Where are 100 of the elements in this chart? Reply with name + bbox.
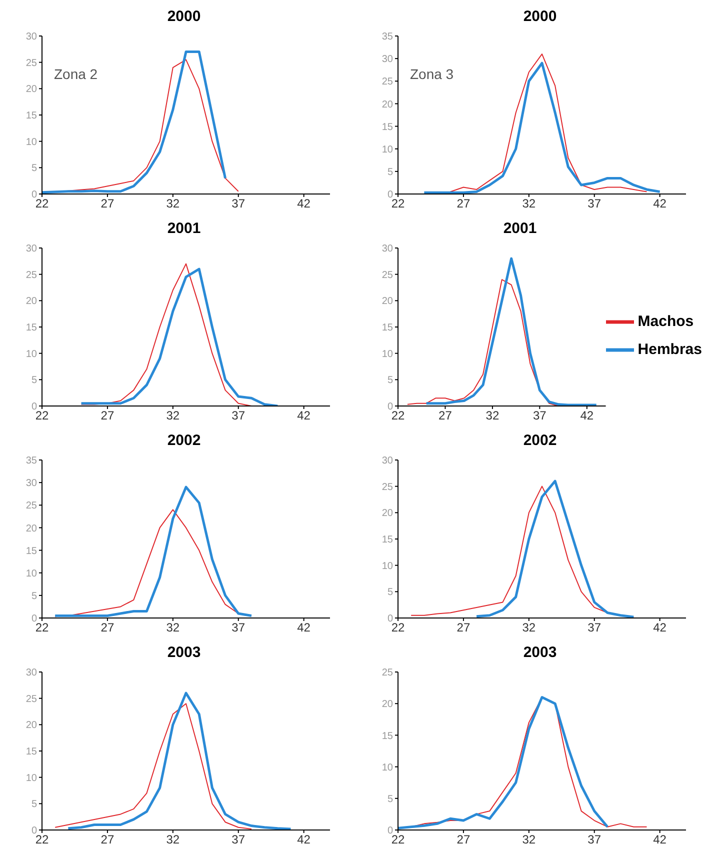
y-tick-label: 20: [26, 296, 38, 308]
y-tick-label: 10: [382, 560, 394, 572]
y-tick-label: 15: [26, 546, 38, 557]
y-tick-label: 0: [31, 190, 38, 201]
y-tick-label: 25: [26, 270, 38, 281]
y-tick-label: 15: [382, 322, 394, 334]
x-tick-label: 37: [588, 832, 602, 847]
y-tick-label: 20: [26, 523, 38, 534]
x-tick-label: 27: [456, 620, 470, 635]
x-tick-label: 42: [297, 832, 311, 847]
y-tick-label: 30: [26, 668, 38, 679]
x-tick-label: 22: [391, 408, 405, 423]
y-tick-label: 25: [382, 270, 394, 281]
y-tick-label: 20: [382, 296, 394, 308]
y-tick-label: 35: [26, 456, 38, 467]
x-tick-label: 27: [438, 408, 452, 423]
chart-title: 2002: [522, 432, 558, 451]
y-tick-label: 15: [382, 122, 394, 133]
y-tick-label: 30: [382, 54, 394, 66]
annotation: Zona 3: [410, 66, 454, 82]
x-tick-label: 22: [35, 620, 49, 635]
chart-title: 2003: [166, 644, 202, 663]
chart-title: 2001: [166, 220, 202, 239]
y-tick-label: 5: [387, 166, 394, 178]
line-series: [406, 279, 560, 406]
x-tick-label: 42: [297, 408, 311, 423]
x-tick-label: 22: [35, 196, 49, 211]
y-tick-label: 0: [31, 826, 38, 837]
x-tick-label: 27: [100, 408, 114, 423]
y-tick-label: 5: [31, 163, 38, 174]
y-tick-label: 0: [31, 402, 38, 413]
y-tick-label: 0: [387, 402, 394, 413]
x-tick-label: 42: [653, 832, 667, 847]
legend-label: Hembras: [638, 340, 702, 358]
y-tick-label: 25: [382, 76, 394, 88]
y-tick-label: 25: [26, 694, 38, 705]
y-tick-label: 10: [26, 136, 38, 148]
y-tick-label: 20: [382, 508, 394, 520]
y-tick-label: 10: [382, 144, 394, 156]
x-tick-label: 22: [391, 196, 405, 211]
y-tick-label: 30: [26, 478, 38, 490]
chart-title: 2002: [166, 432, 202, 451]
x-tick-label: 32: [166, 196, 180, 211]
y-tick-label: 10: [26, 348, 38, 360]
y-tick-label: 0: [387, 190, 394, 201]
y-tick-label: 0: [387, 826, 394, 837]
y-tick-label: 15: [26, 110, 38, 122]
x-tick-label: 27: [100, 196, 114, 211]
y-tick-label: 10: [26, 772, 38, 784]
annotation: Zona 2: [54, 66, 98, 82]
y-tick-label: 20: [382, 99, 394, 110]
line-series: [80, 263, 252, 406]
line-series: [425, 257, 598, 406]
x-tick-label: 32: [522, 832, 536, 847]
y-tick-label: 5: [387, 587, 394, 598]
chart-title: 2000: [522, 8, 558, 27]
x-tick-label: 37: [533, 408, 547, 423]
y-tick-label: 0: [387, 614, 394, 625]
y-tick-label: 30: [26, 244, 38, 255]
x-tick-label: 37: [232, 196, 246, 211]
x-tick-label: 22: [35, 832, 49, 847]
y-tick-label: 10: [382, 348, 394, 360]
y-tick-label: 30: [382, 244, 394, 255]
y-tick-label: 15: [382, 534, 394, 546]
y-tick-label: 15: [382, 730, 394, 742]
y-tick-label: 25: [26, 58, 38, 69]
x-tick-label: 32: [522, 620, 536, 635]
x-tick-label: 22: [391, 620, 405, 635]
y-tick-label: 35: [382, 32, 394, 43]
y-tick-label: 10: [26, 568, 38, 580]
y-tick-label: 30: [382, 456, 394, 467]
x-tick-label: 32: [486, 408, 500, 423]
x-tick-label: 27: [456, 832, 470, 847]
y-tick-label: 5: [387, 794, 394, 805]
y-tick-label: 5: [387, 375, 394, 386]
y-tick-label: 25: [382, 482, 394, 493]
x-tick-label: 42: [653, 196, 667, 211]
x-tick-label: 37: [232, 408, 246, 423]
y-tick-label: 25: [382, 668, 394, 679]
y-tick-label: 20: [26, 84, 38, 96]
line-series: [54, 486, 253, 617]
chart-title: 2000: [166, 8, 202, 27]
legend-label: Machos: [638, 312, 694, 330]
y-tick-label: 15: [26, 322, 38, 334]
line-series: [66, 692, 292, 830]
line-series: [398, 696, 609, 830]
y-tick-label: 25: [26, 500, 38, 512]
x-tick-label: 27: [100, 620, 114, 635]
x-tick-label: 42: [297, 620, 311, 635]
x-tick-label: 42: [653, 620, 667, 635]
x-tick-label: 32: [166, 408, 180, 423]
y-tick-label: 5: [31, 375, 38, 386]
y-tick-label: 20: [26, 720, 38, 732]
x-tick-label: 37: [232, 832, 246, 847]
x-tick-label: 37: [588, 620, 602, 635]
x-tick-label: 37: [588, 196, 602, 211]
y-tick-label: 20: [382, 699, 394, 710]
y-tick-label: 15: [26, 746, 38, 758]
x-tick-label: 22: [35, 408, 49, 423]
y-tick-label: 10: [382, 762, 394, 774]
